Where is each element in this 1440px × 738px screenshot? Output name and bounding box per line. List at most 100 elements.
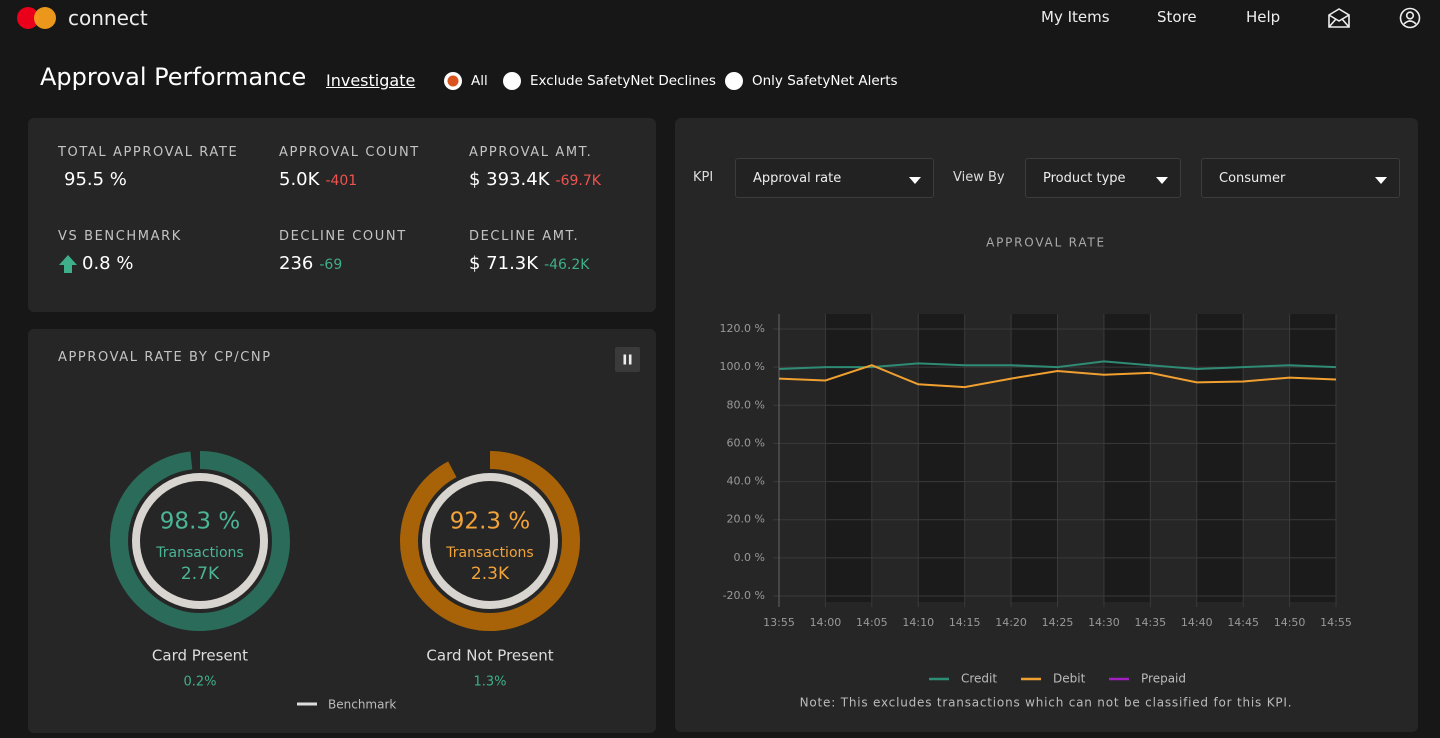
radio-ring — [725, 72, 743, 90]
line-chart: APPROVAL RATE 13:55 14:00 14:05 14:10 14:15 14… — [720, 236, 1352, 710]
filter-label[interactable]: Only SafetyNet Alerts — [752, 73, 898, 89]
trend-arrow — [59, 254, 77, 273]
user-icon[interactable] — [1399, 7, 1421, 29]
x-tick-label: 14:25 — [1042, 616, 1074, 629]
band — [1289, 314, 1336, 602]
mail-shape — [1328, 8, 1350, 28]
radio[interactable] — [724, 71, 744, 91]
kpi-label: KPI — [693, 170, 714, 185]
kpi-row: 236 -69 — [279, 253, 342, 274]
kpi-row: 5.0K -401 — [279, 169, 357, 190]
kpi-label: DECLINE COUNT — [279, 229, 407, 244]
kpi-label: APPROVAL COUNT — [279, 145, 420, 160]
legend-label[interactable]: Prepaid — [1141, 672, 1186, 686]
user-ring — [1399, 7, 1421, 29]
band — [825, 314, 872, 602]
nav-link[interactable]: My Items — [1041, 8, 1110, 26]
radio-ring — [503, 72, 521, 90]
donut-value: 92.3 % — [450, 509, 530, 535]
logo-circle — [17, 7, 39, 29]
view-by-dropdown[interactable]: Product type — [1025, 158, 1181, 198]
y-tick-label: 40.0 % — [727, 475, 765, 488]
brand-name: connect — [68, 6, 148, 30]
kpi-value: $ 71.3K — [469, 253, 539, 274]
mail-icon[interactable] — [1327, 7, 1351, 29]
kpi-value: 5.0K — [279, 169, 320, 190]
kpi-row: 0.8 % — [58, 253, 133, 274]
x-tick-label: 14:55 — [1320, 616, 1352, 629]
radio-icon — [444, 72, 462, 90]
x-tick-label: 14:20 — [995, 616, 1027, 629]
x-tick-label: 14:35 — [1134, 616, 1166, 629]
y-tick-label: 120.0 % — [720, 322, 765, 335]
nav-link[interactable]: Help — [1246, 8, 1281, 26]
pause-bar — [628, 354, 632, 365]
kpi-row: $ 393.4K -69.7K — [469, 169, 601, 190]
kpi-delta: -46.2K — [544, 257, 590, 273]
donut-arc — [400, 451, 580, 631]
kpi-value: 0.8 % — [82, 253, 134, 274]
kpi-delta: -69 — [319, 257, 343, 273]
x-tick-label: 14:05 — [856, 616, 888, 629]
kpi-value: 95.5 % — [64, 169, 127, 190]
kpi-dropdown[interactable]: Approval rate — [735, 158, 934, 198]
investigate-link[interactable]: Investigate — [326, 71, 416, 90]
legend-label[interactable]: Debit — [1053, 672, 1086, 686]
y-tick-label: 20.0 % — [727, 513, 765, 526]
band — [1196, 314, 1244, 602]
kpi-label: DECLINE AMT. — [469, 229, 580, 244]
filter-label[interactable]: All — [471, 73, 488, 89]
y-tick-label: -20.0 % — [723, 589, 765, 602]
y-tick-label: 100.0 % — [720, 360, 765, 373]
donut-name: Card Not Present — [426, 647, 553, 665]
kpi-row: 95.5 % — [64, 169, 127, 190]
donut-delta: 0.2% — [183, 675, 216, 690]
y-tick-label: 80.0 % — [727, 398, 765, 411]
donut-count: 2.3K — [471, 564, 510, 584]
donut-arc — [110, 451, 290, 631]
user-body — [1403, 20, 1417, 25]
legend-label[interactable]: Credit — [961, 672, 997, 686]
nav-link[interactable]: Store — [1157, 8, 1197, 26]
kpi-label: TOTAL APPROVAL RATE — [58, 145, 239, 160]
benchmark-ring — [422, 473, 558, 609]
donut-panel: APPROVAL RATE BY CP/CNP 98.3 % Transactio… — [28, 329, 656, 733]
pause-bg — [615, 347, 640, 372]
kpi-value: $ 393.4K — [469, 169, 550, 190]
kpi-row: $ 71.3K -46.2K — [469, 253, 589, 274]
radio-icon — [725, 72, 743, 90]
donut-caption: Transactions — [155, 545, 243, 561]
view-by-label: View By — [953, 170, 1005, 185]
segment-dropdown[interactable]: Consumer — [1201, 158, 1400, 198]
y-tick-label: 0.0 % — [734, 551, 765, 564]
chart-note: Note: This excludes transactions which c… — [800, 696, 1293, 710]
band — [918, 314, 965, 602]
donut-chart: 98.3 % Transactions 2.7K Card Present 0.2% 92… — [110, 451, 580, 712]
kpi-label: APPROVAL AMT. — [469, 145, 593, 160]
kpi-delta: -69.7K — [555, 173, 601, 189]
donut-value: 98.3 % — [160, 509, 240, 535]
filter-label[interactable]: Exclude SafetyNet Declines — [530, 73, 716, 89]
pause-bar — [623, 354, 627, 365]
legend-label: Benchmark — [328, 698, 396, 712]
kpi-delta: -401 — [325, 173, 358, 189]
radio[interactable] — [502, 71, 522, 91]
donut-count: 2.7K — [181, 564, 220, 584]
band — [1103, 314, 1151, 602]
chart-panel: APPROVAL RATE 13:55 14:00 14:05 14:10 14:15 14… — [675, 118, 1418, 732]
donut-name: Card Present — [152, 647, 248, 665]
donut-delta: 1.3% — [473, 675, 506, 690]
x-tick-label: 14:50 — [1274, 616, 1306, 629]
kpi-value: 236 — [279, 253, 314, 274]
radio[interactable] — [443, 71, 463, 91]
arrow-shape — [59, 254, 77, 273]
x-tick-label: 14:45 — [1227, 616, 1259, 629]
kpi-label: VS BENCHMARK — [58, 229, 182, 244]
x-tick-label: 14:30 — [1088, 616, 1120, 629]
logo-circle — [34, 7, 56, 29]
x-tick-label: 14:15 — [949, 616, 981, 629]
kpi-panel: TOTAL APPROVAL RATE 95.5 % APPROVAL COUNT 5… — [28, 118, 656, 312]
panel-title: APPROVAL RATE BY CP/CNP — [58, 350, 272, 365]
pause-button[interactable] — [615, 347, 640, 372]
